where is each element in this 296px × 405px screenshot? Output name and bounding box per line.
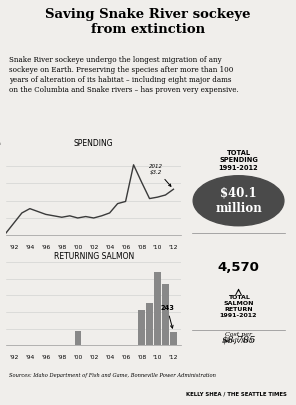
Bar: [75, 331, 81, 345]
Ellipse shape: [193, 176, 284, 226]
Bar: [146, 303, 153, 345]
Bar: [170, 332, 177, 345]
Text: Snake River sockeye undergo the longest migration of any
sockeye on Earth. Prese: Snake River sockeye undergo the longest …: [9, 56, 239, 94]
Text: Cost per
adult fish:: Cost per adult fish:: [223, 332, 255, 343]
Text: $8,785: $8,785: [221, 335, 256, 345]
Text: TOTAL
SALMON
RETURN
1991-2012: TOTAL SALMON RETURN 1991-2012: [220, 294, 257, 318]
Bar: [138, 310, 145, 345]
Title: SPENDING: SPENDING: [74, 139, 113, 148]
Bar: [162, 284, 169, 345]
Text: 4,570: 4,570: [218, 261, 260, 274]
Text: 243: 243: [160, 305, 174, 328]
Text: KELLY SHEA / THE SEATTLE TIMES: KELLY SHEA / THE SEATTLE TIMES: [186, 391, 287, 396]
Text: Saving Snake River sockeye
from extinction: Saving Snake River sockeye from extincti…: [45, 8, 251, 36]
Text: TOTAL
SPENDING
1991-2012: TOTAL SPENDING 1991-2012: [219, 150, 258, 171]
Title: RETURNING SALMON: RETURNING SALMON: [54, 252, 134, 261]
Text: Sources: Idaho Department of Fish and Game, Bonneville Power Administration: Sources: Idaho Department of Fish and Ga…: [9, 373, 216, 378]
Text: 2012
$3.2: 2012 $3.2: [149, 164, 171, 186]
Text: $6 million: $6 million: [0, 141, 1, 145]
Text: $40.1
million: $40.1 million: [215, 187, 262, 215]
Bar: [154, 272, 161, 345]
